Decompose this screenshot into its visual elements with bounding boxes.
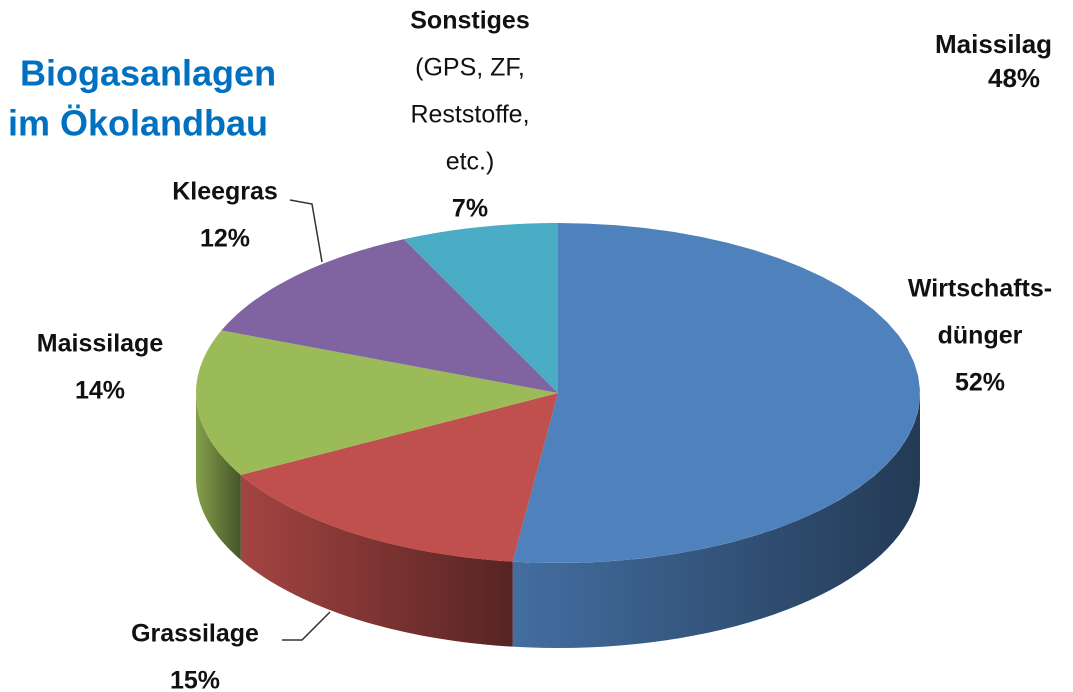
slice-side-shade bbox=[196, 393, 241, 560]
value-label: 12% bbox=[200, 225, 250, 253]
leader-line bbox=[289, 199, 323, 263]
slice-detail: (GPS, ZF, bbox=[415, 54, 525, 82]
slice-label: Wirtschafts- bbox=[908, 275, 1052, 303]
value-label: 15% bbox=[170, 667, 220, 692]
cropped-label: Maissilag bbox=[935, 29, 1052, 59]
value-label: 7% bbox=[452, 195, 488, 223]
slice-side-shade bbox=[512, 393, 920, 648]
slice bbox=[240, 393, 558, 562]
slice-label: Grassilage bbox=[131, 620, 259, 648]
chart-title: Biogasanlagen bbox=[20, 53, 276, 94]
chart-title: im Ökolandbau bbox=[8, 103, 268, 144]
leader-line bbox=[282, 611, 331, 641]
value-label: 52% bbox=[955, 369, 1005, 397]
slice-label: Kleegras bbox=[172, 178, 278, 206]
slice-label: Maissilage bbox=[37, 330, 164, 358]
cropped-label: 48% bbox=[988, 63, 1040, 93]
slice bbox=[221, 239, 559, 393]
slice bbox=[196, 330, 559, 475]
slice bbox=[512, 223, 920, 563]
slice-label: dünger bbox=[938, 322, 1023, 350]
value-label: 14% bbox=[75, 377, 125, 405]
slice-side-shade bbox=[240, 474, 513, 647]
slice-label: Sonstiges bbox=[410, 7, 529, 35]
slice bbox=[403, 223, 558, 393]
slice-detail: etc.) bbox=[446, 148, 495, 176]
slice-detail: Reststoffe, bbox=[410, 101, 529, 129]
